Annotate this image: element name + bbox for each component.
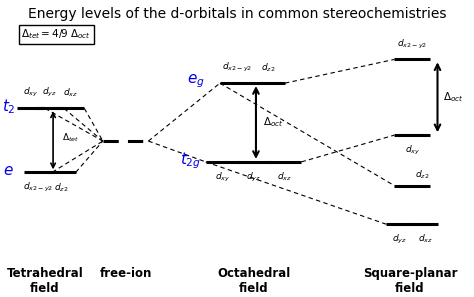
Text: $d_{xz}$: $d_{xz}$ bbox=[277, 171, 292, 183]
Text: $d_{xz}$: $d_{xz}$ bbox=[63, 87, 78, 99]
Text: $d_{yz}$: $d_{yz}$ bbox=[392, 233, 407, 246]
Text: $e$: $e$ bbox=[3, 163, 14, 178]
Text: Tetrahedral
field: Tetrahedral field bbox=[7, 267, 83, 295]
Text: $d_{yz}$: $d_{yz}$ bbox=[42, 86, 57, 99]
Text: $d_{z2}$: $d_{z2}$ bbox=[415, 169, 429, 181]
Text: $d_{xz}$: $d_{xz}$ bbox=[418, 233, 433, 245]
Text: $d_{xy}$: $d_{xy}$ bbox=[23, 86, 38, 99]
Text: $d_{z2}$: $d_{z2}$ bbox=[55, 181, 69, 194]
Text: $d_{xy}$: $d_{xy}$ bbox=[405, 143, 420, 157]
Text: $t_{2g}$: $t_{2g}$ bbox=[180, 150, 201, 171]
Text: $d_{xy}$: $d_{xy}$ bbox=[215, 171, 230, 184]
Text: $\Delta_{oct}$: $\Delta_{oct}$ bbox=[443, 90, 464, 104]
Text: $d_{yz}$: $d_{yz}$ bbox=[246, 171, 261, 184]
Text: $\Delta_{tet} = 4/9\ \Delta_{oct}$: $\Delta_{tet} = 4/9\ \Delta_{oct}$ bbox=[21, 27, 91, 41]
Text: Square-planar
field: Square-planar field bbox=[363, 267, 457, 295]
Text: $e_g$: $e_g$ bbox=[187, 73, 205, 91]
Text: $d_{x2-y2}$: $d_{x2-y2}$ bbox=[23, 181, 53, 194]
Text: $\Delta_{oct}$: $\Delta_{oct}$ bbox=[263, 116, 284, 129]
Text: $\Delta_{tet}$: $\Delta_{tet}$ bbox=[62, 131, 79, 144]
Text: free-ion: free-ion bbox=[100, 267, 152, 280]
Text: $t_2$: $t_2$ bbox=[2, 98, 15, 116]
Text: $d_{x2-y2}$: $d_{x2-y2}$ bbox=[222, 61, 252, 74]
Text: Octahedral
field: Octahedral field bbox=[217, 267, 290, 295]
Text: $d_{x2-y2}$: $d_{x2-y2}$ bbox=[397, 38, 428, 51]
Text: Energy levels of the d-orbitals in common stereochemistries: Energy levels of the d-orbitals in commo… bbox=[28, 7, 446, 21]
Text: $d_{z2}$: $d_{z2}$ bbox=[261, 62, 275, 74]
